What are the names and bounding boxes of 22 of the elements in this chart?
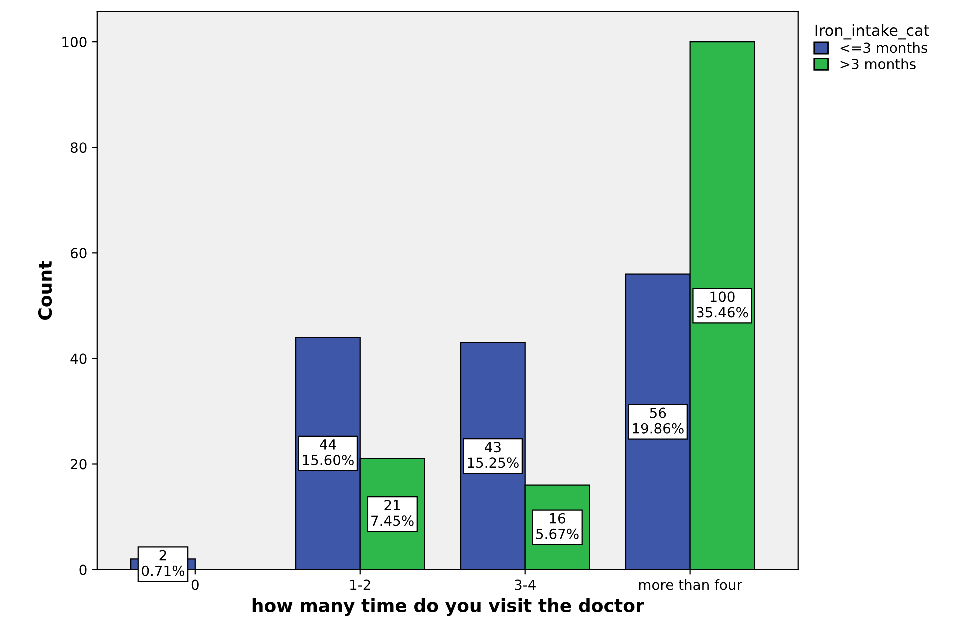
- legend-label: >3 months: [840, 58, 916, 70]
- x-tick-label: more than four: [639, 580, 742, 590]
- data-label: 43 15.25%: [468, 442, 519, 468]
- data-label: 56 19.86%: [633, 408, 684, 434]
- data-label: 16 5.67%: [536, 513, 579, 540]
- y-tick-label: 20: [71, 459, 87, 470]
- y-tick-label: 100: [62, 37, 87, 48]
- data-label: 2 0.71%: [142, 550, 185, 576]
- data-label: 44 15.60%: [303, 440, 354, 466]
- y-tick-label: 60: [70, 248, 87, 259]
- data-label: 100 35.46%: [697, 292, 748, 318]
- legend-title: Iron_intake_cat: [816, 24, 930, 40]
- x-tick-label: 3-4: [515, 580, 536, 590]
- y-tick-label: 0: [80, 564, 87, 576]
- y-axis-title: Count: [38, 261, 52, 320]
- x-axis-title: how many time do you visit the doctor: [252, 598, 644, 616]
- data-label: 21 7.45%: [372, 500, 414, 526]
- y-tick-label: 40: [70, 354, 87, 364]
- x-tick-label: 1-2: [350, 580, 370, 590]
- y-tick-label: 80: [70, 142, 87, 154]
- legend-label: <=3 months: [840, 42, 928, 54]
- x-tick-label: 0: [192, 580, 199, 590]
